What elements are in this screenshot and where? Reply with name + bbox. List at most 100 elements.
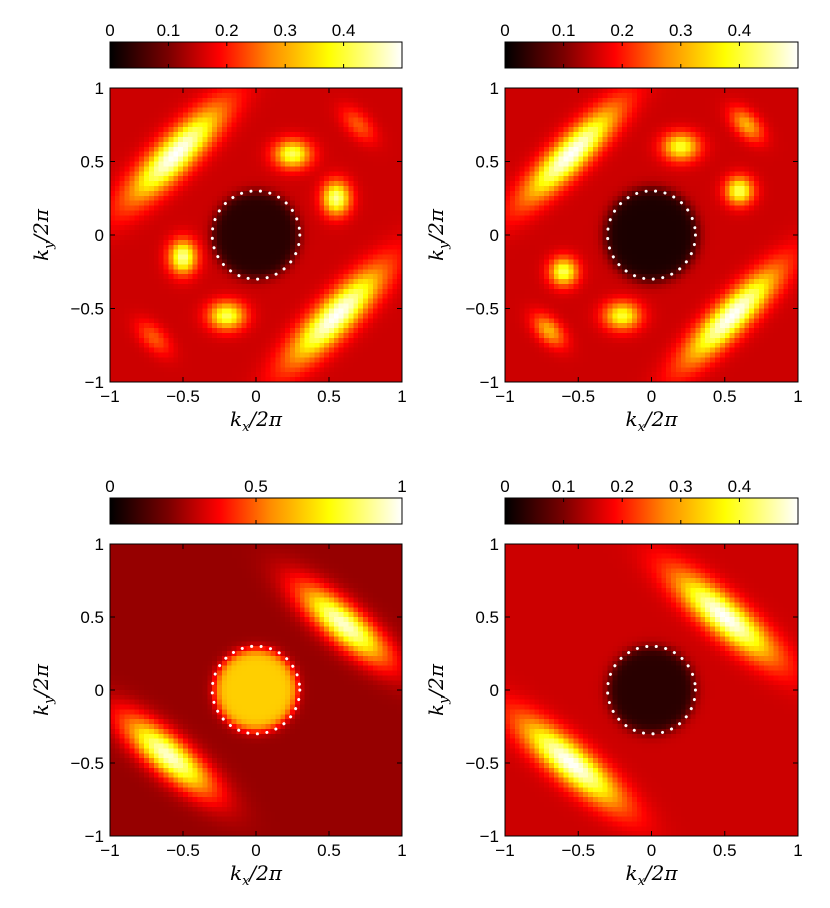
heatmap-cell xyxy=(338,200,345,207)
heatmap-cell xyxy=(246,176,252,182)
heatmap-cell xyxy=(144,279,150,285)
heatmap-cell xyxy=(568,166,574,172)
heatmap-cell xyxy=(260,200,267,207)
heatmap-cell xyxy=(397,220,403,226)
heatmap-cell xyxy=(139,166,145,172)
heatmap-cell xyxy=(392,171,398,177)
heatmap-cell xyxy=(158,200,165,207)
heatmap-cell xyxy=(221,205,228,212)
heatmap-cell xyxy=(367,239,374,246)
heatmap-cell xyxy=(134,102,140,109)
heatmap-cell xyxy=(651,132,657,138)
heatmap-cell xyxy=(553,141,560,148)
heatmap-cell xyxy=(173,210,179,216)
heatmap-cell xyxy=(197,264,204,270)
heatmap-cell xyxy=(763,176,770,182)
heatmap-cell xyxy=(656,190,662,197)
heatmap-cell xyxy=(363,254,369,261)
heatmap-cell xyxy=(148,362,155,368)
heatmap-cell xyxy=(367,225,374,231)
heatmap-cell xyxy=(197,323,204,329)
heatmap-cell xyxy=(299,127,306,133)
heatmap-cell xyxy=(270,347,277,354)
heatmap-cell xyxy=(260,288,267,295)
heatmap-cell xyxy=(695,156,701,163)
heatmap-cell xyxy=(114,102,121,109)
heatmap-cell xyxy=(285,220,291,226)
heatmap-cell xyxy=(768,112,775,118)
heatmap-cell xyxy=(134,269,140,275)
heatmap-cell xyxy=(119,190,126,197)
heatmap-cell xyxy=(353,127,359,133)
heatmap-cell xyxy=(246,137,252,143)
heatmap-cell xyxy=(309,318,315,324)
heatmap-cell xyxy=(397,259,403,265)
heatmap-cell xyxy=(119,107,126,114)
heatmap-cell xyxy=(119,298,126,305)
heatmap-cell xyxy=(754,92,760,99)
heatmap-cell xyxy=(617,195,623,202)
heatmap-cell xyxy=(397,200,403,207)
heatmap-cell xyxy=(270,215,277,221)
heatmap-cell xyxy=(192,171,199,177)
heatmap-cell xyxy=(231,166,238,172)
heatmap-cell xyxy=(680,146,687,153)
heatmap-cell xyxy=(519,190,526,197)
heatmap-cell xyxy=(226,161,233,167)
heatmap-cell xyxy=(363,347,369,354)
heatmap-cell xyxy=(129,357,135,363)
heatmap-cell xyxy=(173,254,179,261)
heatmap-cell xyxy=(367,284,374,290)
heatmap-cell xyxy=(285,171,291,177)
heatmap-cell xyxy=(178,372,184,378)
heatmap-cell xyxy=(680,176,687,182)
heatmap-cell xyxy=(187,333,194,339)
heatmap-cell xyxy=(724,127,731,133)
heatmap-cell xyxy=(183,176,189,182)
heatmap-cell xyxy=(739,88,745,94)
heatmap-cell xyxy=(256,269,262,275)
heatmap-cell xyxy=(187,176,194,182)
heatmap-cell xyxy=(139,342,145,349)
heatmap-cell xyxy=(656,146,662,153)
heatmap-cell xyxy=(783,190,789,197)
heatmap-cell xyxy=(363,205,369,212)
heatmap-cell xyxy=(178,303,184,310)
heatmap-cell xyxy=(134,195,140,202)
heatmap-cell xyxy=(110,367,116,373)
heatmap-cell xyxy=(758,122,765,128)
heatmap-cell xyxy=(246,284,252,290)
heatmap-cell xyxy=(583,156,589,163)
heatmap-cell xyxy=(212,122,218,128)
heatmap-cell xyxy=(338,279,345,285)
heatmap-cell xyxy=(627,151,633,158)
heatmap-cell xyxy=(397,230,403,236)
heatmap-cell xyxy=(275,215,281,221)
heatmap-cell xyxy=(299,117,306,123)
heatmap-cell xyxy=(319,244,325,251)
heatmap-cell xyxy=(314,342,320,349)
heatmap-cell xyxy=(173,230,179,236)
heatmap-cell xyxy=(110,264,116,270)
heatmap-cell xyxy=(299,171,306,177)
heatmap-cell xyxy=(387,230,393,236)
heatmap-cell xyxy=(260,308,267,314)
heatmap-cell xyxy=(236,342,242,349)
heatmap-cell xyxy=(153,293,160,300)
heatmap-cell xyxy=(236,239,242,246)
heatmap-cell xyxy=(256,293,262,300)
heatmap-cell xyxy=(729,146,736,153)
heatmap-cell xyxy=(217,88,223,94)
heatmap-cell xyxy=(666,156,672,163)
heatmap-cell xyxy=(260,122,267,128)
heatmap-cell xyxy=(236,205,242,212)
heatmap-cell xyxy=(231,107,238,114)
heatmap-cell xyxy=(353,323,359,329)
heatmap-cell xyxy=(397,274,403,280)
heatmap-cell xyxy=(280,171,286,177)
heatmap-cell xyxy=(294,195,301,202)
heatmap-cell xyxy=(197,107,204,114)
heatmap-cell xyxy=(158,107,165,114)
heatmap-cell xyxy=(324,288,330,295)
heatmap-cell xyxy=(695,161,701,167)
